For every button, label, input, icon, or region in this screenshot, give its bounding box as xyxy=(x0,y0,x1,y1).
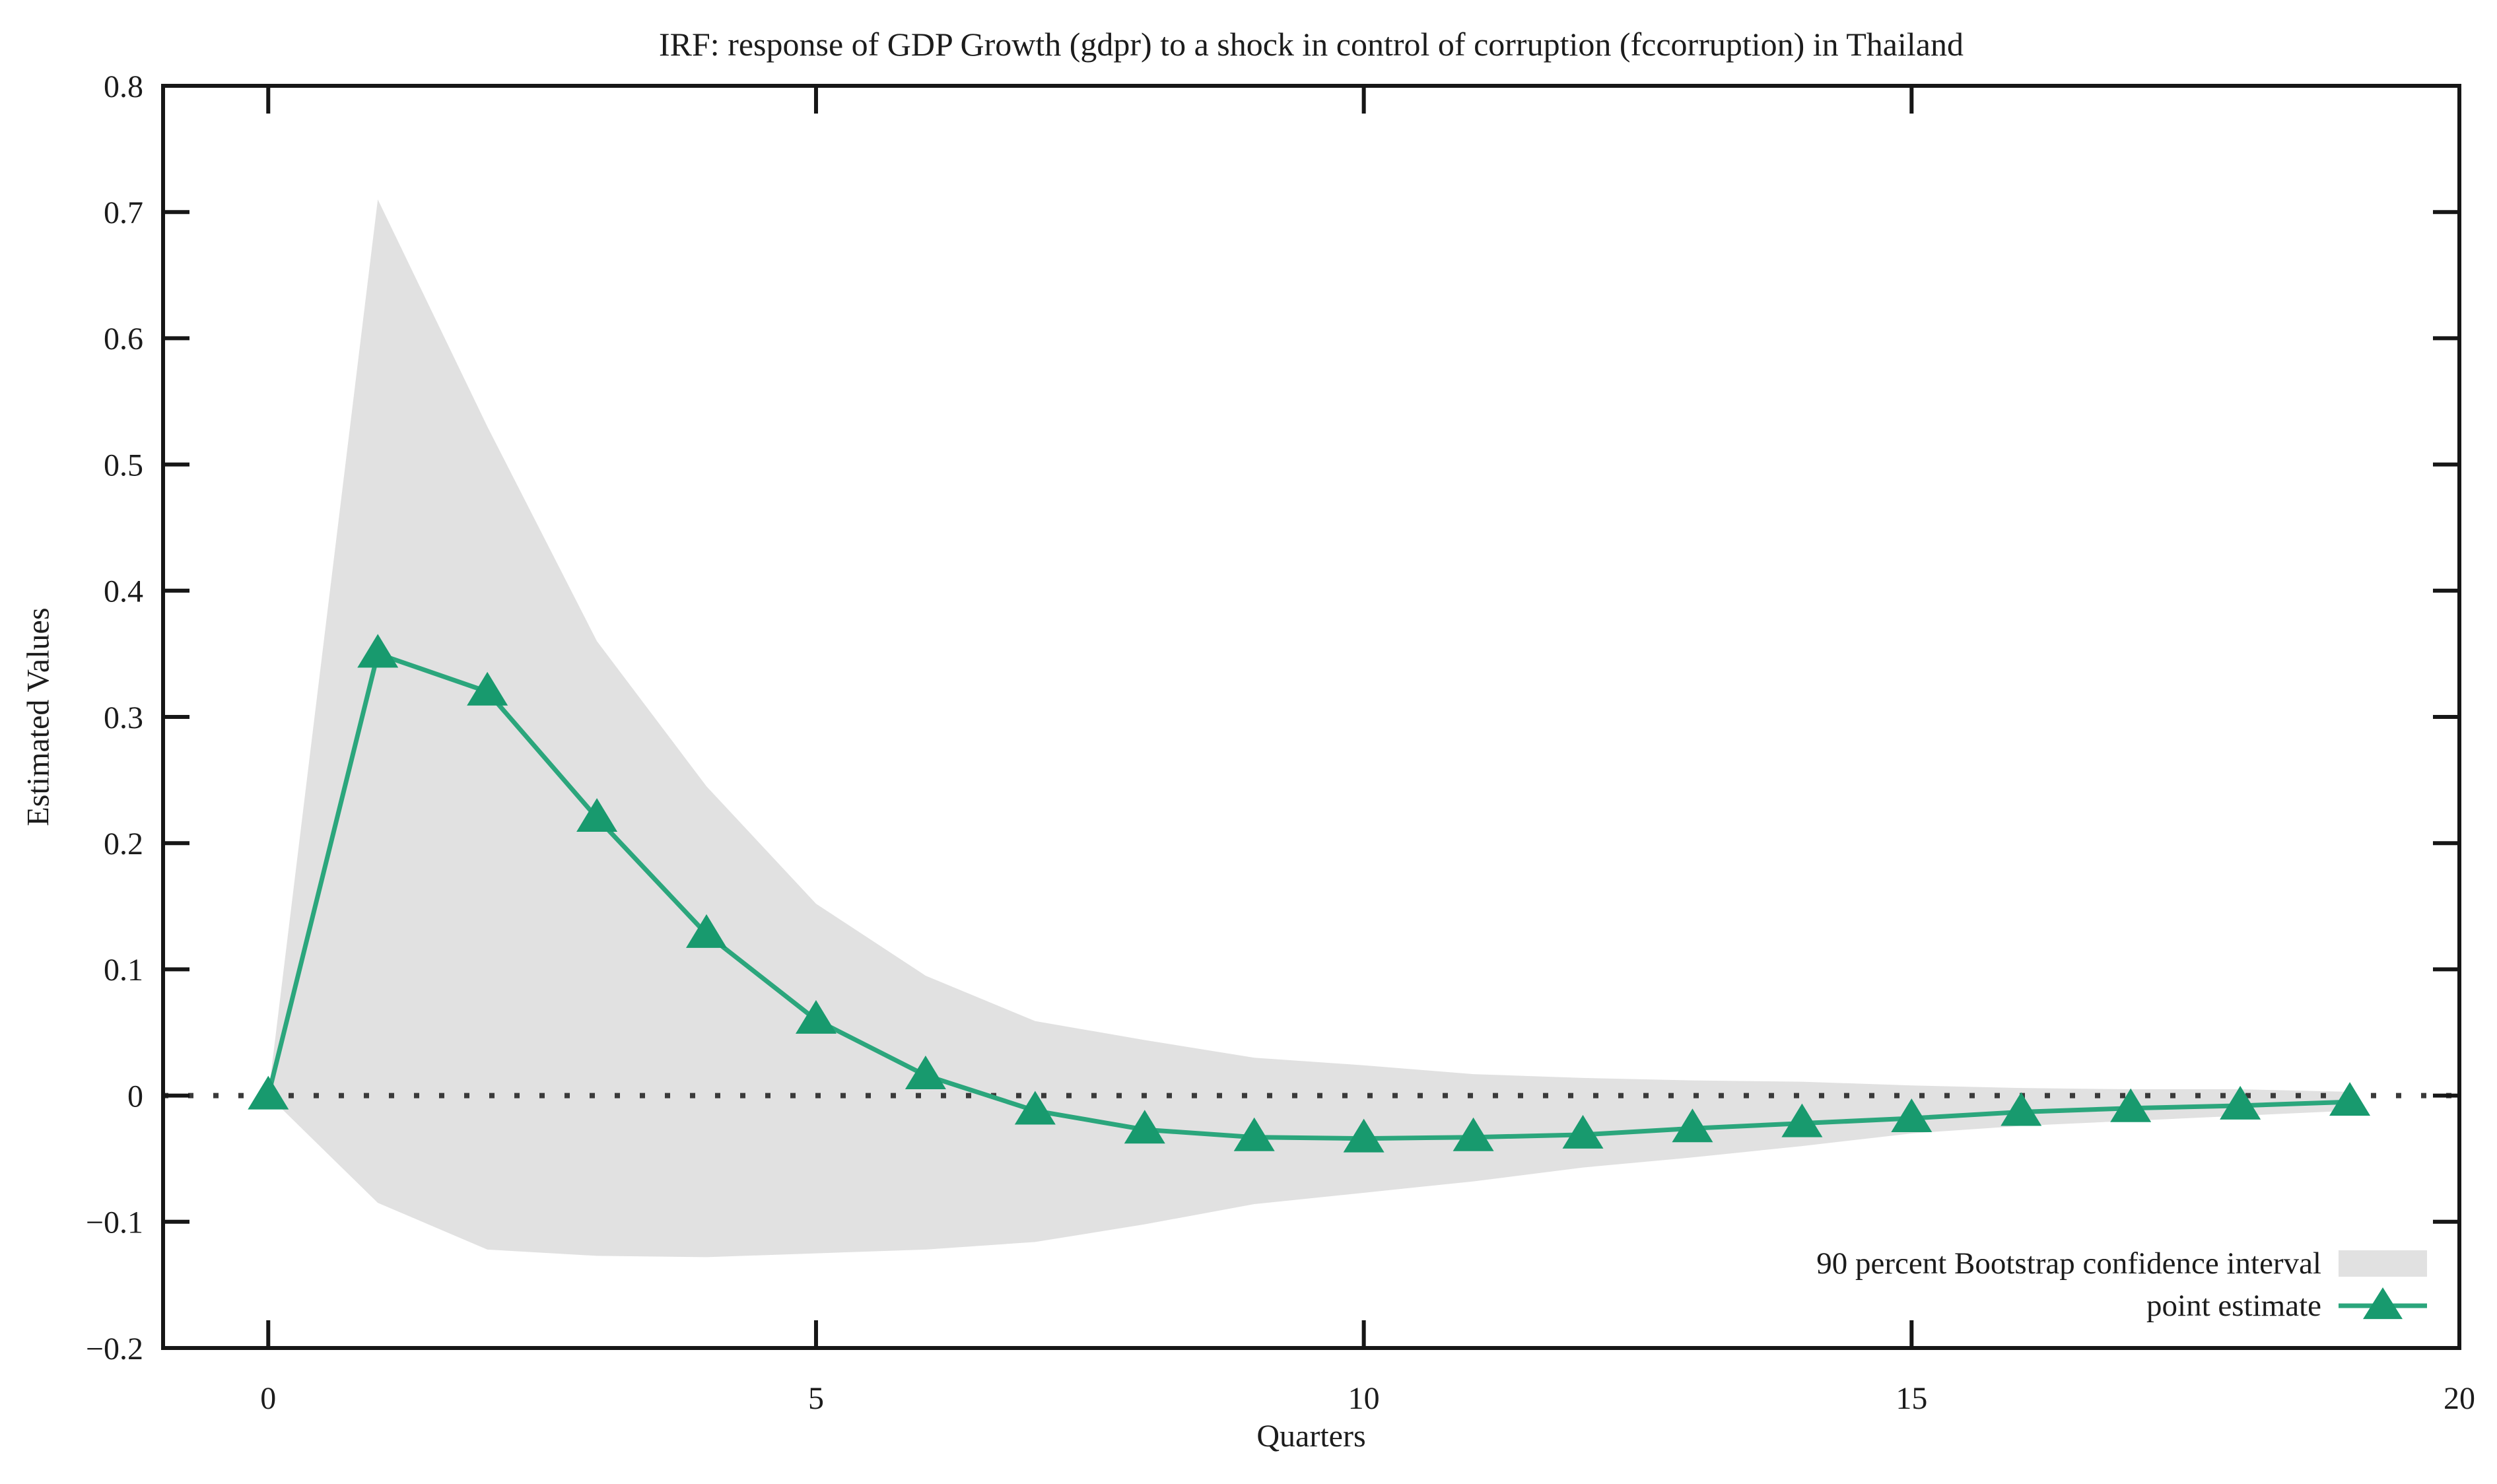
point-marker xyxy=(1781,1103,1823,1137)
point-marker xyxy=(2329,1082,2371,1116)
y-tick-label: 0.6 xyxy=(104,321,143,356)
x-tick-label: 15 xyxy=(1896,1381,1927,1416)
confidence-band-swatch xyxy=(2339,1250,2427,1277)
x-tick-label: 20 xyxy=(2444,1381,2475,1416)
point-marker xyxy=(1453,1117,1494,1151)
point-estimate-line xyxy=(265,650,2350,1141)
point-marker xyxy=(1562,1114,1604,1149)
point-marker xyxy=(795,999,837,1034)
point-marker xyxy=(467,671,508,706)
point-marker xyxy=(686,914,728,948)
point-marker xyxy=(905,1056,946,1090)
x-tick-label: 5 xyxy=(808,1381,824,1416)
y-tick-label: −0.1 xyxy=(86,1205,143,1240)
point-marker xyxy=(2110,1088,2152,1122)
point-marker xyxy=(1124,1110,1165,1144)
y-tick-label: −0.2 xyxy=(86,1332,143,1366)
y-axis-title: Estimated Values xyxy=(20,607,56,826)
point-marker xyxy=(1343,1118,1385,1153)
chart-title: IRF: response of GDP Growth (gdpr) to a … xyxy=(659,26,1964,63)
y-tick-label: 0 xyxy=(127,1079,143,1114)
point-marker xyxy=(1672,1108,1713,1143)
point-marker xyxy=(1233,1117,1275,1151)
x-tick-label: 10 xyxy=(1348,1381,1380,1416)
y-tick-label: 0.7 xyxy=(104,195,143,230)
legend-label-confidence-interval: 90 percent Bootstrap confidence interval xyxy=(1816,1246,2321,1281)
legend-triangle-icon xyxy=(2363,1287,2403,1320)
point-marker xyxy=(357,634,399,668)
y-tick-label: 0.3 xyxy=(104,700,143,735)
point-estimate-swatch xyxy=(2339,1287,2427,1323)
y-tick-label: 0.2 xyxy=(104,826,143,861)
point-marker xyxy=(1891,1098,1933,1133)
legend-item-confidence-interval: 90 percent Bootstrap confidence interval xyxy=(1816,1245,2427,1282)
confidence-band xyxy=(268,199,2350,1258)
x-axis-title: Quarters xyxy=(1256,1419,1366,1454)
point-marker xyxy=(1014,1091,1056,1125)
legend-item-point-estimate: point estimate xyxy=(2146,1287,2427,1324)
x-tick-label: 0 xyxy=(260,1381,276,1416)
y-tick-label: 0.5 xyxy=(104,448,143,483)
y-tick-label: 0.1 xyxy=(104,953,143,988)
point-marker xyxy=(2220,1085,2261,1120)
point-marker xyxy=(2001,1092,2042,1126)
y-tick-label: 0.4 xyxy=(104,574,143,609)
point-marker xyxy=(248,1075,289,1110)
legend-label-point-estimate: point estimate xyxy=(2146,1289,2321,1323)
y-tick-label: 0.8 xyxy=(104,69,143,104)
legend: 90 percent Bootstrap confidence interval… xyxy=(1816,1245,2427,1324)
point-marker xyxy=(576,797,618,832)
